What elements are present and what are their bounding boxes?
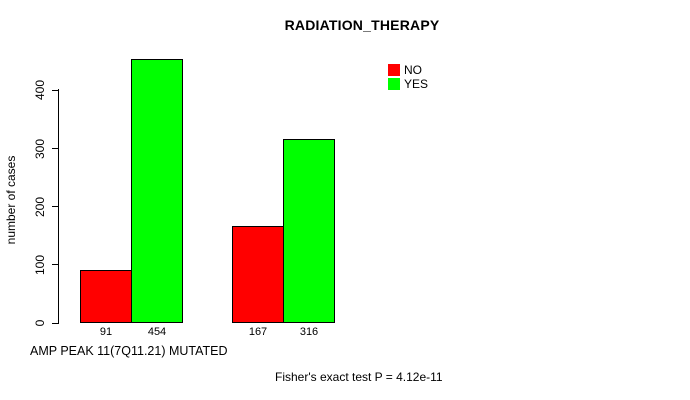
x-axis-caption: AMP PEAK 11(7Q11.21) MUTATED: [30, 344, 228, 358]
legend: NO YES: [388, 63, 428, 91]
bar-yes-group-1: [131, 59, 183, 323]
bar-value-label: 316: [299, 326, 319, 338]
y-tick-label: 400: [33, 80, 47, 101]
fisher-test-annotation: Fisher's exact test P = 4.12e-11: [275, 370, 443, 384]
y-tick: [52, 264, 58, 266]
legend-swatch-no: [388, 64, 400, 76]
legend-label-no: NO: [404, 63, 422, 77]
legend-item-no: NO: [388, 63, 428, 77]
bar-value-label: 91: [99, 326, 113, 338]
y-tick: [52, 148, 58, 150]
bar-no-group-1: [80, 270, 132, 323]
bar-value-label: 167: [248, 326, 268, 338]
legend-swatch-yes: [388, 78, 400, 90]
y-tick: [52, 89, 58, 91]
bar-value-label: 454: [147, 326, 167, 338]
y-tick: [52, 206, 58, 208]
y-axis-line: [58, 89, 59, 324]
y-axis-title: number of cases: [4, 155, 18, 245]
y-tick-label: 0: [33, 319, 47, 327]
bar-yes-group-2: [283, 139, 335, 323]
y-tick: [52, 322, 58, 324]
legend-label-yes: YES: [404, 77, 429, 91]
chart-title: RADIATION_THERAPY: [284, 17, 440, 33]
bar-no-group-2: [232, 226, 284, 323]
y-tick-label: 100: [33, 254, 47, 275]
legend-item-yes: YES: [388, 77, 428, 91]
y-tick-label: 200: [33, 196, 47, 217]
y-tick-label: 300: [33, 138, 47, 159]
